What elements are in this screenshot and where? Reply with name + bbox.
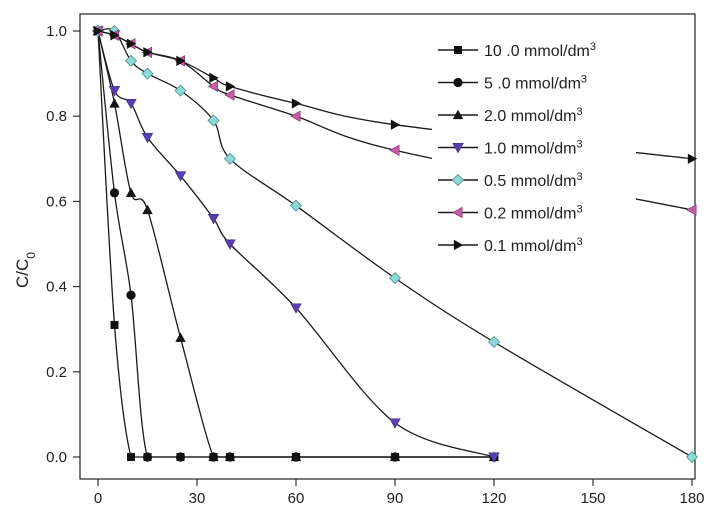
data-point-4-10 <box>685 450 699 464</box>
y-tick-label-5: 1.0 <box>46 23 67 40</box>
data-point-2-6 <box>224 451 236 462</box>
data-point-6-6 <box>225 81 236 92</box>
legend-label-4: 0.5 mmol/dm3 <box>484 171 583 190</box>
data-point-6-4 <box>176 55 186 67</box>
data-point-3-3 <box>141 133 154 144</box>
legend-marker-0 <box>454 46 462 54</box>
data-point-3-8 <box>389 418 401 429</box>
y-tick-label-3: 0.6 <box>46 193 67 210</box>
y-tick-label-2: 0.4 <box>46 279 67 296</box>
data-point-4-2 <box>124 54 138 67</box>
data-point-4-7 <box>289 199 303 212</box>
x-tick-label-4: 120 <box>481 490 506 507</box>
data-point-6-2 <box>126 38 137 49</box>
series-line-2 <box>97 30 494 458</box>
data-point-3-5 <box>207 213 220 225</box>
legend-marker-5 <box>452 206 463 219</box>
data-point-3-4 <box>174 171 187 182</box>
data-point-0-1 <box>110 320 119 329</box>
data-point-1-2 <box>126 290 136 300</box>
data-point-6-7 <box>291 98 302 109</box>
legend-marker-3 <box>452 143 464 154</box>
legend-label-0: 10 .0 mmol/dm3 <box>484 41 596 60</box>
data-point-6-1 <box>110 30 120 41</box>
data-point-1-4 <box>175 452 186 462</box>
data-point-6-5 <box>209 72 219 84</box>
data-point-4-8 <box>388 272 402 285</box>
data-point-6-0 <box>93 25 104 37</box>
data-point-5-6 <box>224 89 235 101</box>
data-point-5-7 <box>290 110 301 122</box>
legend-label-2: 2.0 mmol/dm3 <box>484 106 583 125</box>
data-point-4-6 <box>223 152 237 165</box>
y-tick-label-4: 0.8 <box>46 108 67 125</box>
legend-marker-6 <box>453 239 464 251</box>
legend-marker-2 <box>452 109 464 120</box>
data-point-3-7 <box>290 303 302 314</box>
y-axis-ticks: 0.0 0.2 0.4 0.6 0.8 1.0 <box>46 23 80 466</box>
x-tick-label-5: 150 <box>580 490 605 507</box>
data-point-3-6 <box>224 239 236 250</box>
x-tick-label-3: 90 <box>387 490 404 507</box>
series-markers <box>91 24 699 464</box>
x-tick-label-6: 180 <box>679 490 704 507</box>
data-point-4-5 <box>207 114 220 127</box>
data-point-2-5 <box>208 451 219 462</box>
x-tick-label-1: 30 <box>189 490 206 507</box>
data-point-4-4 <box>174 84 187 97</box>
x-tick-label-0: 0 <box>94 490 102 507</box>
data-point-5-9 <box>686 204 697 216</box>
data-point-2-8 <box>389 451 401 462</box>
data-point-0-2 <box>127 453 135 461</box>
data-point-3-1 <box>108 86 121 97</box>
legend-label-6: 0.1 mmol/dm3 <box>484 236 583 255</box>
legend-marker-4 <box>451 173 465 187</box>
data-point-6-9 <box>687 153 698 164</box>
y-axis-label-subscript: 0 <box>24 252 38 259</box>
data-point-2-1 <box>109 98 120 108</box>
data-point-1-1 <box>109 188 120 198</box>
legend-label-5: 0.2 mmol/dm3 <box>484 204 583 223</box>
legend-label-1: 5 .0 mmol/dm3 <box>484 74 587 93</box>
data-point-2-3 <box>142 204 153 215</box>
data-point-1-3 <box>142 452 153 462</box>
data-point-4-9 <box>487 335 501 349</box>
data-point-3-9 <box>488 452 500 463</box>
legend: 10 .0 mmol/dm3 5 .0 mmol/dm3 2.0 mmol/dm3 1… <box>432 38 636 256</box>
plot-frame <box>79 13 696 480</box>
legend-marker-1 <box>453 77 463 88</box>
x-tick-label-2: 60 <box>288 490 305 507</box>
y-axis-label-main: C/C <box>13 259 32 288</box>
x-axis-ticks: 0 30 60 90 120 150 180 <box>94 479 705 507</box>
y-tick-label-0: 0.0 <box>46 449 67 466</box>
data-point-4-3 <box>141 67 154 80</box>
data-point-3-2 <box>125 98 137 110</box>
legend-label-3: 1.0 mmol/dm3 <box>484 139 583 158</box>
data-point-2-4 <box>175 332 186 342</box>
data-point-2-2 <box>125 187 137 198</box>
data-point-2-7 <box>290 451 302 462</box>
data-point-5-8 <box>389 144 400 156</box>
data-point-6-8 <box>390 119 401 130</box>
y-axis-label: C/C0 <box>13 252 38 288</box>
y-tick-label-1: 0.2 <box>46 364 67 381</box>
data-point-5-5 <box>207 80 218 93</box>
data-point-6-3 <box>143 47 153 58</box>
